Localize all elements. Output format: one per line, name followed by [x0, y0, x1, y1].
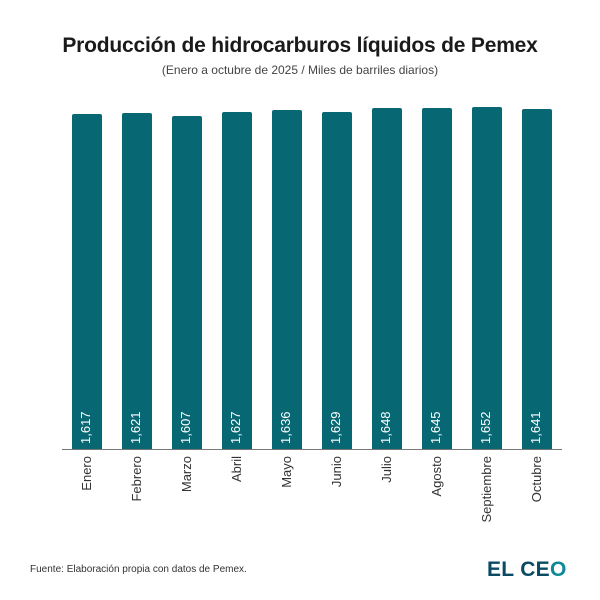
bar-value-label: 1,648: [378, 411, 393, 444]
x-tick-label: Julio: [379, 456, 394, 483]
x-tick-label: Enero: [79, 456, 94, 491]
x-tick-label: Septiembre: [479, 456, 494, 523]
bar-julio: 1,648: [372, 108, 402, 450]
logo-text: EL CE: [487, 558, 550, 581]
x-axis-line: [62, 449, 562, 450]
bar-agosto: 1,645: [422, 108, 452, 450]
x-tick-label: Octubre: [529, 456, 544, 503]
chart-title: Producción de hidrocarburos líquidos de …: [62, 34, 538, 57]
x-tick-label: Mayo: [279, 456, 294, 488]
x-tick-label: Abril: [229, 456, 244, 483]
bar-enero: 1,617: [72, 114, 102, 450]
bar-octubre: 1,641: [522, 109, 552, 450]
bar-marzo: 1,607: [172, 116, 202, 450]
bar-junio: 1,629: [322, 112, 352, 450]
bar-value-label: 1,629: [328, 411, 343, 444]
x-tick-label: Agosto: [429, 456, 444, 497]
x-tick-label: Junio: [329, 456, 344, 488]
bar-mayo: 1,636: [272, 110, 302, 450]
bar-febrero: 1,621: [122, 113, 152, 450]
el-ceo-logo: EL CEO: [487, 558, 567, 582]
bar-septiembre: 1,652: [472, 107, 502, 450]
x-tick-label: Marzo: [179, 456, 194, 493]
source-note: Fuente: Elaboración propia con datos de …: [30, 564, 247, 575]
x-tick-label: Febrero: [129, 456, 144, 502]
bar-value-label: 1,636: [278, 411, 293, 444]
bar-chart: 1,617 1,621 1,607 1,627 1,636 1,629 1,648 1,645…: [62, 100, 562, 450]
bar-value-label: 1,652: [478, 411, 493, 444]
bar-value-label: 1,607: [178, 411, 193, 444]
bar-value-label: 1,617: [78, 411, 93, 444]
bar-abril: 1,627: [222, 112, 252, 450]
logo-o-letter: O: [549, 558, 567, 581]
bar-value-label: 1,621: [128, 411, 143, 444]
bar-value-label: 1,645: [428, 411, 443, 444]
bar-value-label: 1,641: [528, 411, 543, 444]
chart-subtitle: (Enero a octubre de 2025 / Miles de barr…: [161, 63, 439, 77]
bar-value-label: 1,627: [228, 411, 243, 444]
